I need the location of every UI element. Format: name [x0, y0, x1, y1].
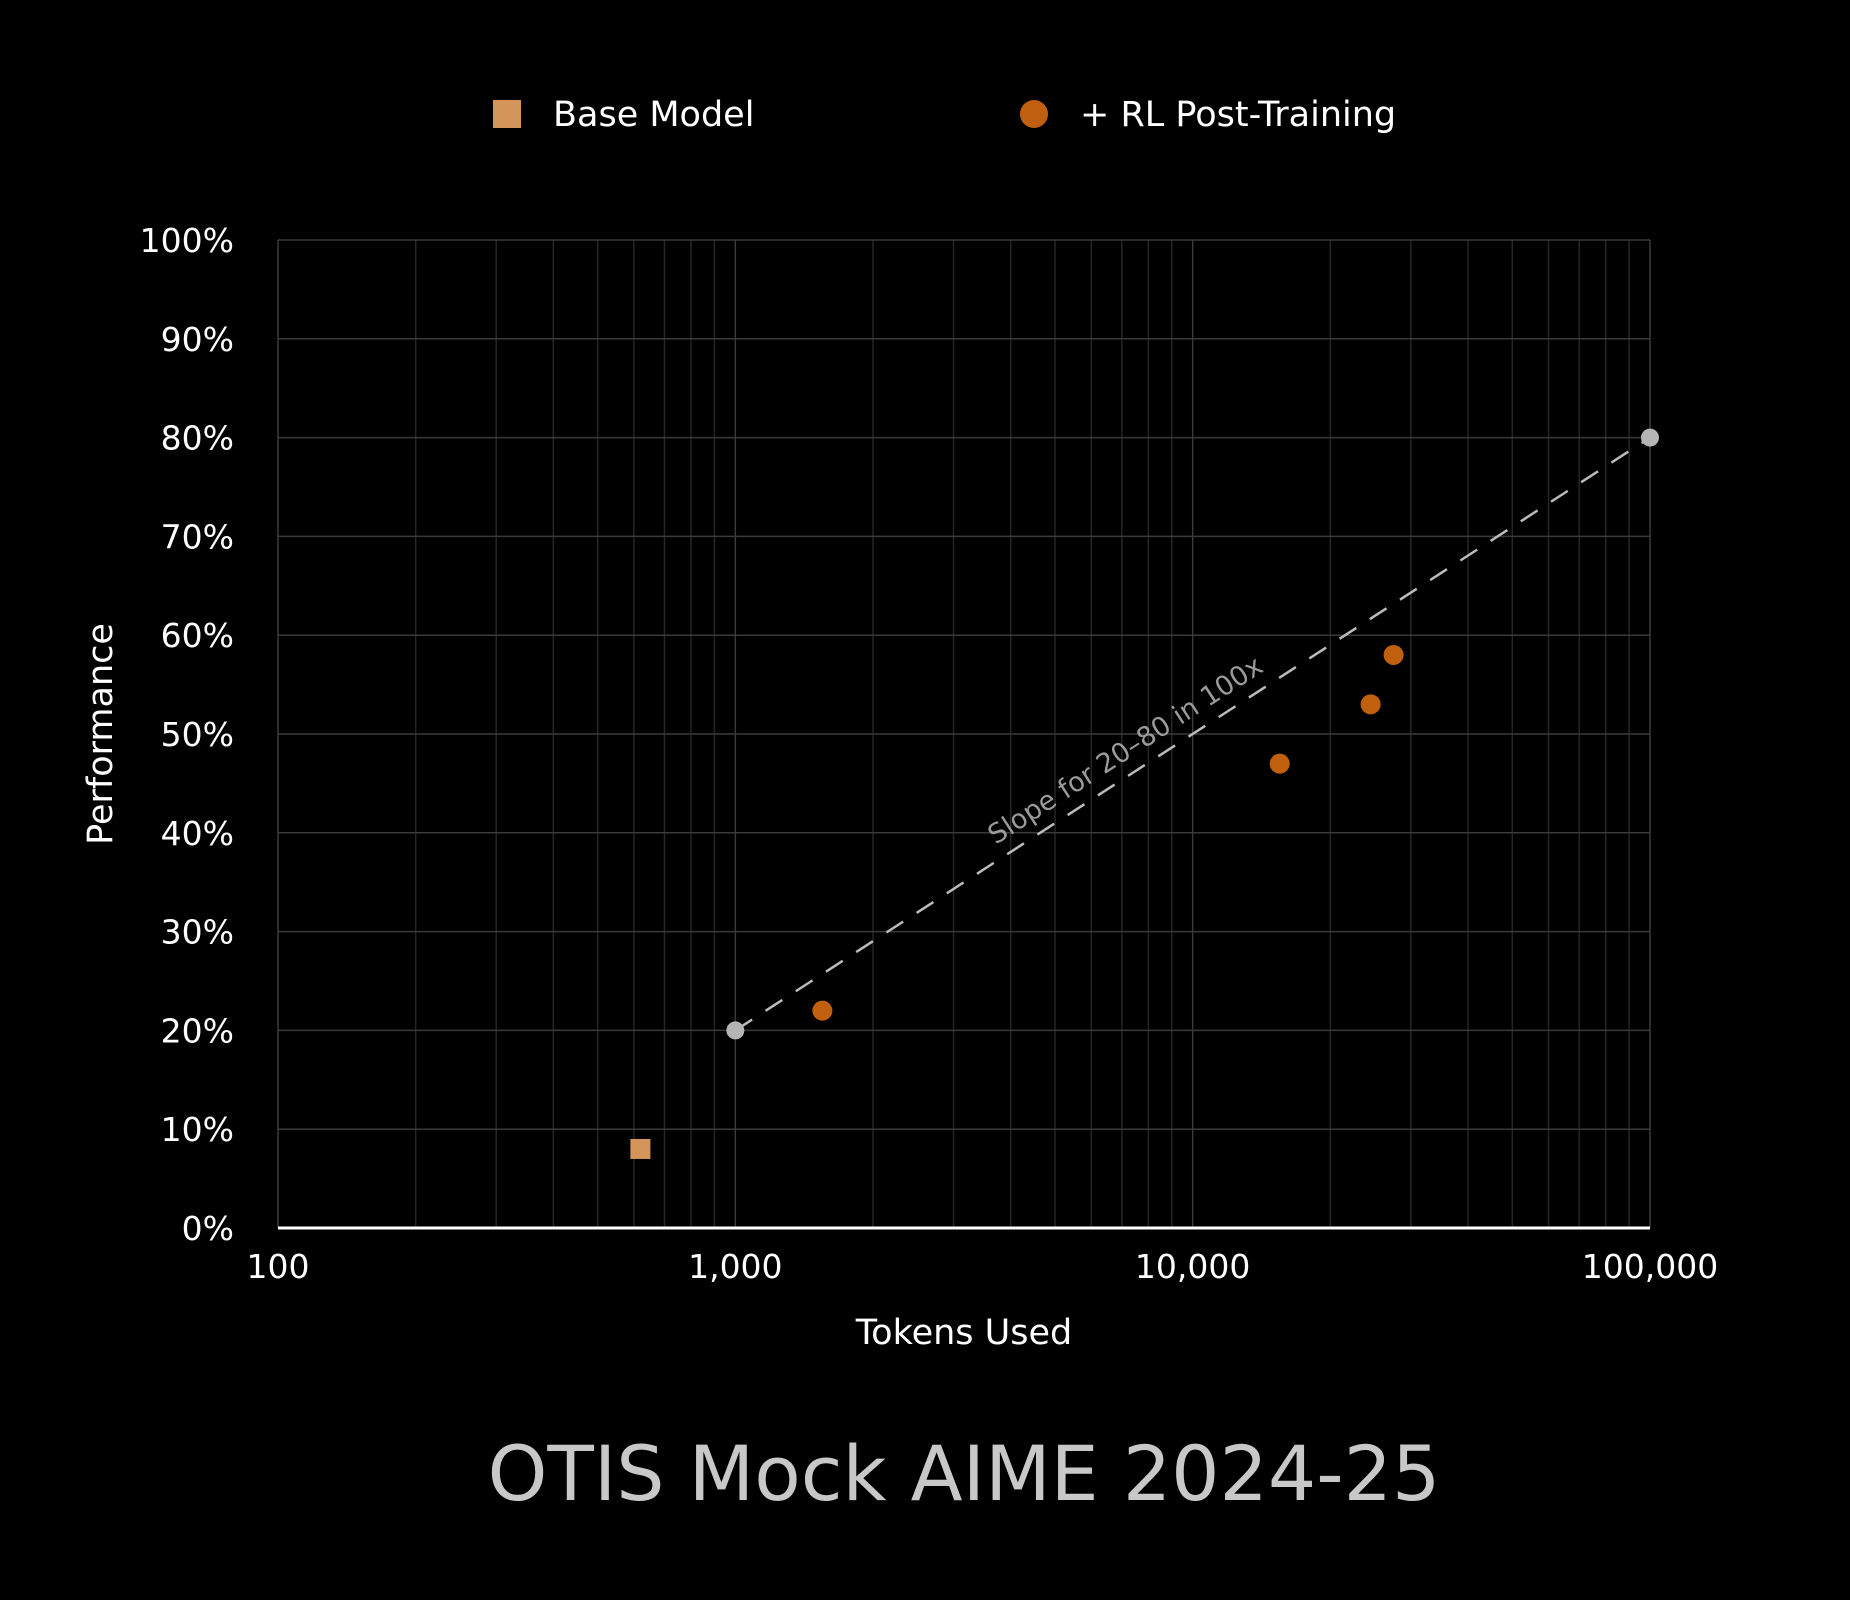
legend: Base Model + RL Post-Training: [493, 95, 1396, 135]
x-axis-ticks: 100 1,000 10,000 100,000: [247, 1247, 1719, 1286]
reference-line: [734, 436, 1651, 1032]
y-tick-label: 50%: [161, 715, 234, 754]
y-axis-ticks: 0% 10% 20% 30% 40% 50% 60% 70% 80% 90% 100%: [140, 221, 234, 1248]
y-tick-label: 90%: [161, 320, 234, 359]
x-tick-label: 100,000: [1582, 1247, 1718, 1286]
y-tick-label: 60%: [161, 616, 234, 655]
y-tick-label: 0%: [182, 1209, 234, 1248]
x-tick-label: 100: [247, 1247, 310, 1286]
legend-swatch-rl-post-training: [1020, 100, 1048, 128]
legend-label-base-model: Base Model: [553, 95, 754, 135]
legend-swatch-base-model: [493, 100, 521, 128]
legend-label-rl-post-training: + RL Post-Training: [1080, 95, 1396, 135]
y-tick-label: 20%: [161, 1011, 234, 1050]
data-point-rl-post-training: [1383, 644, 1404, 665]
y-tick-label: 100%: [140, 221, 234, 260]
data-point-rl-post-training: [812, 1000, 833, 1021]
y-tick-label: 40%: [161, 814, 234, 853]
reference-line-label: Slope for 20–80 in 100x: [983, 650, 1269, 850]
y-tick-label: 30%: [161, 913, 234, 952]
data-point-rl-post-training: [1269, 753, 1290, 774]
chart-title: OTIS Mock AIME 2024-25: [488, 1429, 1441, 1518]
y-axis-title: Performance: [81, 623, 121, 845]
y-tick-label: 80%: [161, 419, 234, 458]
y-tick-label: 70%: [161, 517, 234, 556]
data-point-rl-post-training: [1360, 694, 1381, 715]
x-tick-label: 10,000: [1135, 1247, 1250, 1286]
data-point-base-model: [630, 1138, 651, 1159]
x-tick-label: 1,000: [688, 1247, 782, 1286]
reference-line-end-point: [1641, 428, 1659, 447]
y-tick-label: 10%: [161, 1110, 234, 1149]
x-axis-title: Tokens Used: [855, 1313, 1073, 1353]
data-points: [630, 644, 1404, 1159]
grid-lines: [277, 239, 1651, 1228]
reference-line-start-point: [726, 1021, 745, 1040]
